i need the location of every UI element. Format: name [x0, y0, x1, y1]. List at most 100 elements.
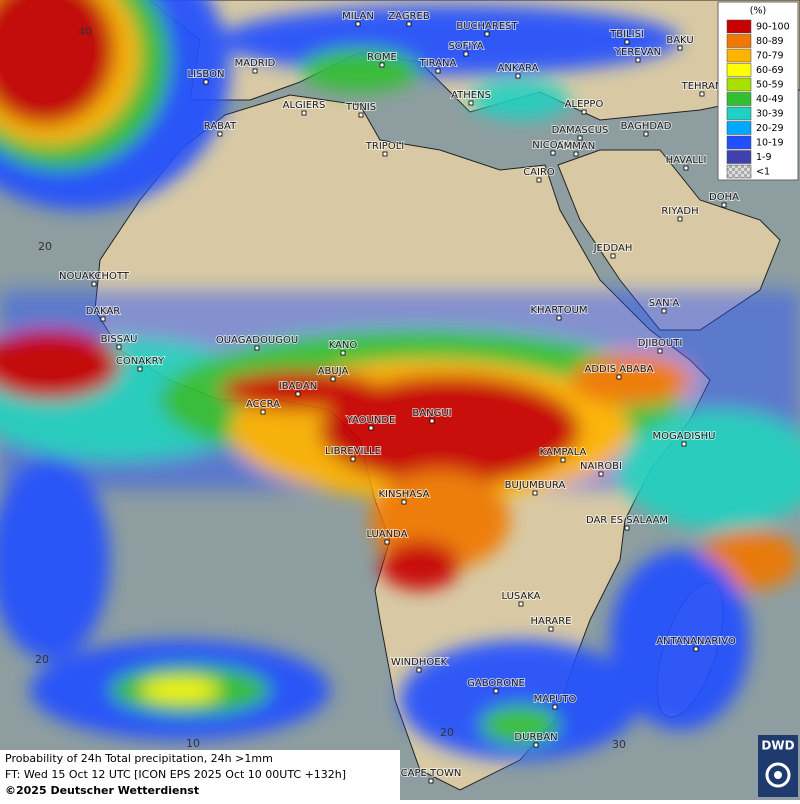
- city-marker: [254, 345, 260, 351]
- city-label: TRIPOLI: [365, 141, 404, 152]
- legend-swatch: [726, 77, 752, 92]
- legend-label: <1: [756, 167, 770, 178]
- city-label: KHARTOUM: [530, 305, 587, 316]
- city-label: BAGHDAD: [621, 121, 672, 132]
- city-label: NAIROBI: [580, 461, 622, 472]
- city-label: WINDHOEK: [391, 657, 448, 668]
- city-label: ALGIERS: [283, 100, 326, 111]
- city-label: ZAGREB: [388, 11, 430, 22]
- city-label: ADDIS ABABA: [585, 364, 654, 375]
- city-marker: [721, 202, 727, 208]
- city-label: YEREVAN: [614, 47, 661, 58]
- city-marker: [100, 316, 106, 322]
- city-label: HARARE: [530, 616, 571, 627]
- city-label: JEDDAH: [593, 243, 633, 254]
- city-marker: [552, 704, 558, 710]
- city-marker: [560, 457, 566, 463]
- footer-title: Probability of 24h Total precipitation, …: [5, 752, 273, 765]
- city-marker: [260, 409, 266, 415]
- city-marker: [468, 100, 474, 106]
- city-marker: [536, 177, 542, 183]
- city-marker: [683, 165, 689, 171]
- city-marker: [435, 68, 441, 74]
- city-marker: [550, 150, 556, 156]
- city-label: TUNIS: [345, 102, 376, 113]
- grid-label: 20: [440, 726, 454, 739]
- logo-text: DWD: [761, 739, 794, 753]
- city-marker: [416, 667, 422, 673]
- legend-swatch: [726, 19, 752, 34]
- grid-label: 20: [38, 240, 52, 253]
- city-label: YAOUNDE: [346, 415, 396, 426]
- footer-copyright: ©2025 Deutscher Wetterdienst: [5, 784, 199, 797]
- city-marker: [581, 109, 587, 115]
- city-marker: [484, 31, 490, 37]
- city-marker: [382, 151, 388, 157]
- legend-swatch: [726, 150, 752, 164]
- city-marker: [217, 131, 223, 137]
- grid-label: 30: [612, 738, 626, 751]
- legend-label: 80-89: [756, 36, 784, 47]
- legend-swatch: [726, 135, 752, 150]
- legend-label: 50-59: [756, 80, 784, 91]
- city-marker: [624, 525, 630, 531]
- city-marker: [657, 348, 663, 354]
- city-label: MADRID: [235, 58, 276, 69]
- legend-label: 60-69: [756, 65, 784, 76]
- city-marker: [116, 344, 122, 350]
- grid-label: 40: [78, 25, 92, 38]
- city-label: ATHENS: [451, 90, 491, 101]
- city-label: BAKU: [666, 35, 693, 46]
- city-marker: [518, 601, 524, 607]
- legend-unit: (%): [750, 6, 766, 17]
- city-marker: [677, 45, 683, 51]
- city-label: TEHRAN: [681, 81, 723, 92]
- city-marker: [693, 646, 699, 652]
- legend-label: 1-9: [756, 152, 772, 163]
- city-label: GABORONE: [467, 678, 525, 689]
- city-marker: [548, 626, 554, 632]
- city-label: DURBAN: [514, 732, 557, 743]
- city-marker: [340, 350, 346, 356]
- city-label: RABAT: [204, 121, 237, 132]
- city-label: BISSAU: [101, 334, 138, 345]
- city-label: LUSAKA: [502, 591, 541, 602]
- city-marker: [428, 778, 434, 784]
- city-label: KINSHASA: [378, 489, 429, 500]
- legend-swatch: [726, 106, 752, 121]
- city-label: CONAKRY: [116, 356, 165, 367]
- city-label: BANGUI: [412, 408, 451, 419]
- city-marker: [401, 499, 407, 505]
- city-marker: [556, 315, 562, 321]
- city-label: KAMPALA: [540, 447, 587, 458]
- city-label: NICOSIA: [532, 140, 574, 151]
- city-marker: [532, 490, 538, 496]
- legend-label: 20-29: [756, 123, 784, 134]
- city-marker: [137, 366, 143, 372]
- city-label: CAIRO: [523, 167, 555, 178]
- city-labels: MILAN ZAGREB BUCHAREST TBILISI BAKU SOFIYA YER…: [58, 10, 740, 784]
- city-marker: [681, 441, 687, 447]
- legend-label: 90-100: [756, 22, 790, 33]
- city-marker: [91, 281, 97, 287]
- city-marker: [368, 425, 374, 431]
- city-label: ANKARA: [498, 63, 539, 74]
- city-marker: [429, 418, 435, 424]
- city-label: RIYADH: [661, 206, 698, 217]
- legend-items: 90-100 80-89 70-79 60-69 50-59 40-49 30-39 20-2…: [726, 19, 790, 179]
- city-marker: [635, 57, 641, 63]
- legend: (%) 90-100 80-89 70-79 60-69 50-59 40-49 30-39…: [717, 1, 799, 181]
- city-marker: [350, 456, 356, 462]
- city-label: ANTANANARIVO: [656, 636, 736, 647]
- city-marker: [295, 391, 301, 397]
- city-label: SOFIYA: [448, 41, 483, 52]
- city-marker: [610, 253, 616, 259]
- city-marker: [624, 39, 630, 45]
- city-label: LUANDA: [366, 529, 407, 540]
- grid-labels: 40 20 20 10 20 30: [35, 25, 626, 751]
- city-label: DJIBOUTI: [638, 338, 683, 349]
- city-label: IBADAN: [279, 381, 318, 392]
- city-marker: [358, 112, 364, 118]
- legend-label: 30-39: [756, 109, 784, 120]
